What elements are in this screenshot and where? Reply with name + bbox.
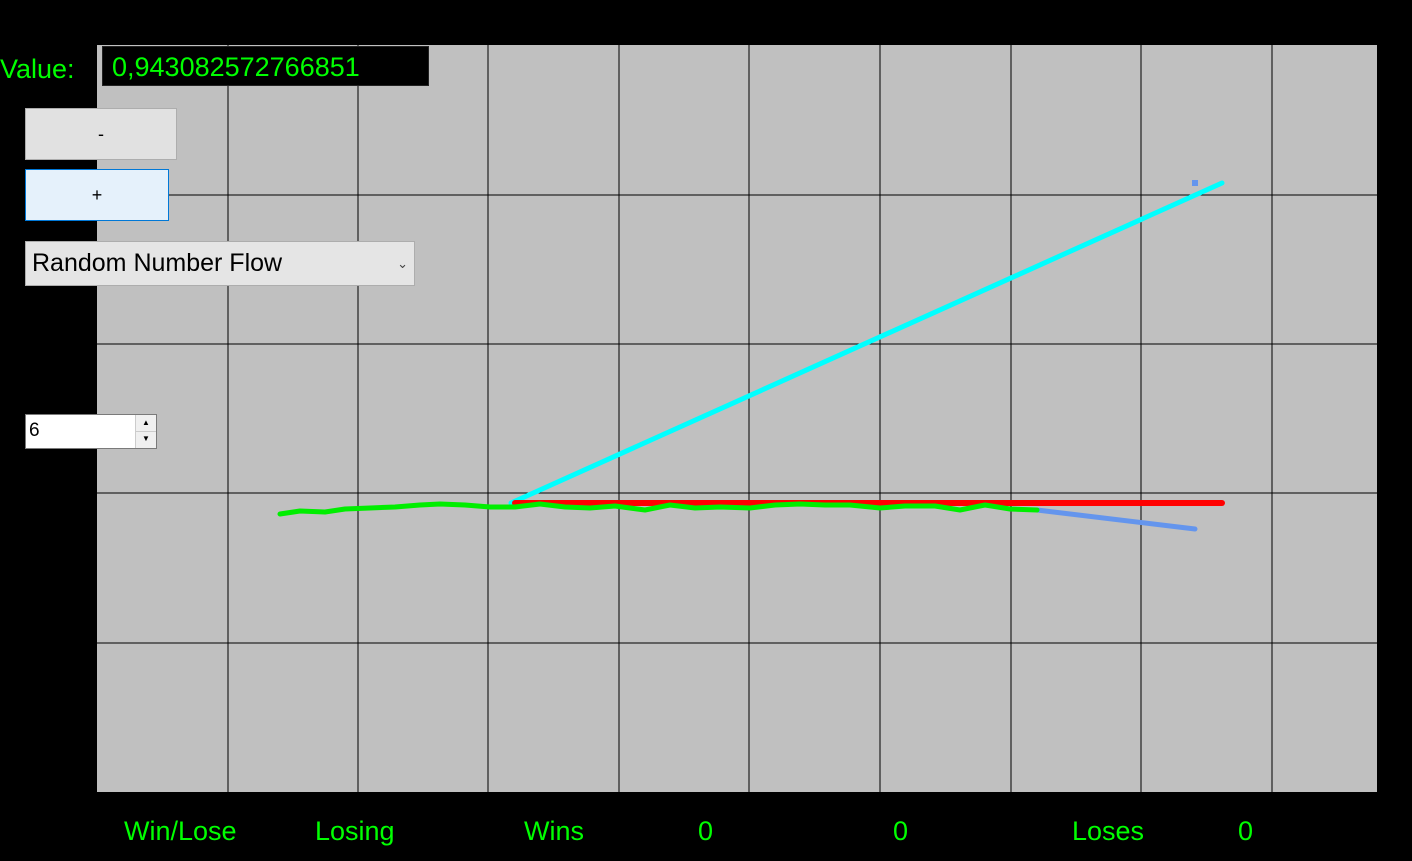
green-flow-line — [277, 501, 1040, 517]
grid — [97, 45, 1377, 792]
mode-select-value: Random Number Flow — [32, 249, 283, 277]
wins-value: 0 — [698, 816, 714, 846]
middle-value: 0 — [893, 816, 909, 846]
win-lose-label: Win/Lose — [124, 816, 237, 846]
spin-down-icon[interactable]: ▼ — [142, 434, 150, 443]
wins-label: Wins — [524, 816, 584, 846]
loses-label: Loses — [1072, 816, 1145, 846]
increment-button[interactable]: + — [25, 169, 169, 221]
loses-value: 0 — [1238, 816, 1254, 846]
value-label: Value: — [0, 54, 75, 84]
spin-buttons: ▲ ▼ — [135, 415, 156, 448]
cyan-trend-line — [508, 180, 1225, 506]
blue-point-marker — [1192, 180, 1198, 186]
status-text: Losing — [315, 816, 395, 846]
blue-trend-line — [1034, 507, 1198, 532]
mode-select[interactable]: Random Number Flow ⌄ — [25, 241, 415, 286]
decrement-button[interactable]: - — [25, 108, 177, 160]
value-display: 0,943082572766851 — [102, 46, 429, 86]
number-stepper[interactable]: 6 ▲ ▼ — [25, 414, 157, 449]
spin-up-icon[interactable]: ▲ — [136, 415, 156, 432]
chevron-down-icon: ⌄ — [397, 256, 408, 271]
plot-area — [97, 45, 1377, 792]
number-stepper-value: 6 — [29, 420, 40, 441]
